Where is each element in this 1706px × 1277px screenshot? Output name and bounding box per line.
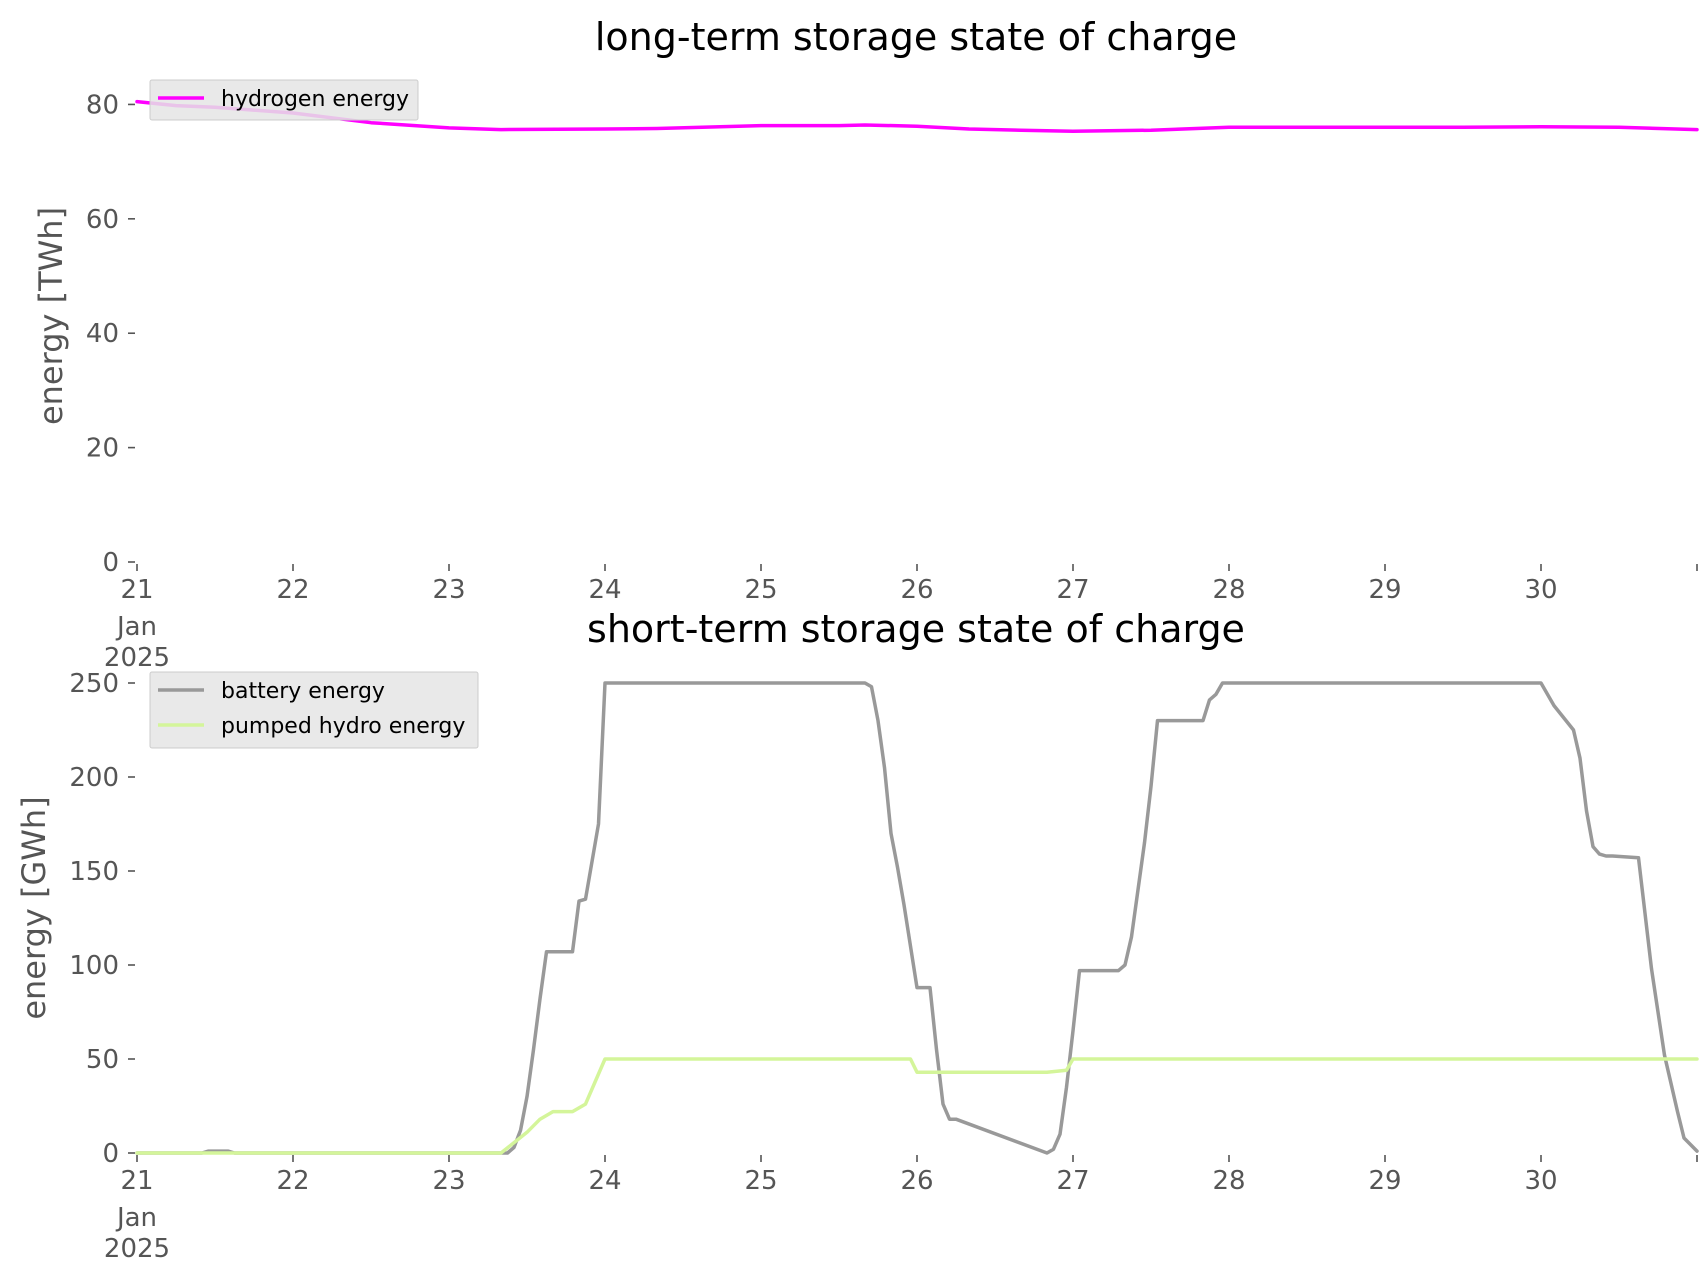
x-tick-label: 26 xyxy=(900,1166,933,1196)
x-tick-label: 29 xyxy=(1368,1166,1401,1196)
x-tick-label: 27 xyxy=(1056,575,1089,605)
x-tick-sublabel: Jan xyxy=(115,612,157,642)
legend-label-pumped-hydro-energy: pumped hydro energy xyxy=(221,714,465,739)
short-term-series-lines xyxy=(135,681,1699,1155)
x-tick-label: 21 xyxy=(120,1166,153,1196)
long-term-legend: hydrogen energy xyxy=(149,79,419,121)
y-tick-label: 40 xyxy=(86,319,119,349)
series-line-battery-energy xyxy=(135,681,1699,1155)
x-tick-label: 30 xyxy=(1524,575,1557,605)
short-term-legend-box xyxy=(149,671,479,749)
x-tick-sublabel: 2025 xyxy=(104,643,170,673)
x-tick-label: 23 xyxy=(432,1166,465,1196)
y-tick-label: 0 xyxy=(102,548,119,578)
legend-label-hydrogen-energy: hydrogen energy xyxy=(221,87,409,112)
y-tick-label: 0 xyxy=(102,1139,119,1169)
y-tick-label: 100 xyxy=(69,951,119,981)
x-tick-sublabel: Jan xyxy=(115,1203,157,1233)
y-tick-label: 200 xyxy=(69,763,119,793)
long-term-legend-box xyxy=(149,79,419,121)
y-tick-label: 250 xyxy=(69,669,119,699)
x-tick-label: 25 xyxy=(744,575,777,605)
x-tick-label: 27 xyxy=(1056,1166,1089,1196)
y-tick-label: 20 xyxy=(86,434,119,464)
y-tick-label: 50 xyxy=(86,1045,119,1075)
x-tick-label: 28 xyxy=(1212,1166,1245,1196)
y-tick-label: 80 xyxy=(86,90,119,120)
short-term-legend: battery energy pumped hydro energy xyxy=(149,671,479,749)
x-tick-label: 24 xyxy=(588,1166,621,1196)
long-term-title: long-term storage state of charge xyxy=(595,15,1237,59)
short-term-title: short-term storage state of charge xyxy=(587,607,1245,651)
series-line-pumped-hydro-energy xyxy=(135,1057,1699,1155)
x-tick-label: 29 xyxy=(1368,575,1401,605)
x-tick-label: 30 xyxy=(1524,1166,1557,1196)
x-tick-label: 25 xyxy=(744,1166,777,1196)
long-term-y-ticks: 0 20 40 60 80 xyxy=(86,90,135,578)
x-tick-label: 22 xyxy=(276,1166,309,1196)
long-term-series-lines xyxy=(135,99,1699,134)
x-tick-sublabel: 2025 xyxy=(104,1234,170,1264)
y-tick-label: 60 xyxy=(86,205,119,235)
x-tick-label: 23 xyxy=(432,575,465,605)
x-tick-label: 21 xyxy=(120,575,153,605)
series-line-hydrogen-energy xyxy=(135,99,1699,134)
x-tick-label: 22 xyxy=(276,575,309,605)
y-tick-label: 150 xyxy=(69,857,119,887)
short-term-y-ticks: 0 50 100 150 200 250 xyxy=(69,669,135,1169)
short-term-panel: short-term storage state of charge energ… xyxy=(15,607,1699,1264)
long-term-panel: long-term storage state of charge energy… xyxy=(32,15,1699,673)
short-term-ylabel: energy [GWh] xyxy=(15,796,53,1019)
x-tick-label: 28 xyxy=(1212,575,1245,605)
x-tick-label: 26 xyxy=(900,575,933,605)
legend-label-battery-energy: battery energy xyxy=(221,679,385,704)
long-term-ylabel: energy [TWh] xyxy=(32,207,70,425)
x-tick-label: 24 xyxy=(588,575,621,605)
